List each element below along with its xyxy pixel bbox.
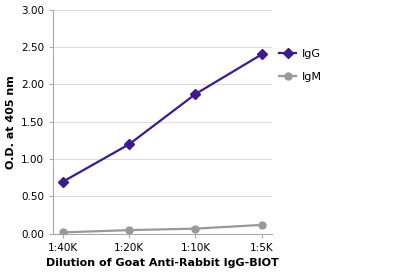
Legend: IgG, IgM: IgG, IgM — [279, 49, 322, 82]
IgM — [61, 231, 66, 234]
Line: IgM: IgM — [60, 221, 265, 236]
IgG — [259, 53, 264, 56]
IgM — [259, 223, 264, 227]
Y-axis label: O.D. at 405 nm: O.D. at 405 nm — [6, 75, 16, 169]
IgG — [193, 92, 198, 96]
IgG — [127, 142, 132, 146]
IgG — [61, 180, 66, 183]
Line: IgG: IgG — [60, 51, 265, 185]
X-axis label: Dilution of Goat Anti-Rabbit IgG-BIOT: Dilution of Goat Anti-Rabbit IgG-BIOT — [46, 258, 279, 269]
IgM — [127, 229, 132, 232]
IgM — [193, 227, 198, 230]
